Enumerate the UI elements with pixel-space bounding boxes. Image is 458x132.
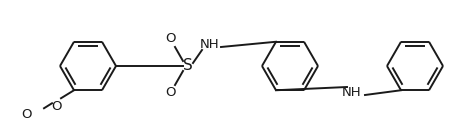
Text: O: O xyxy=(52,100,62,113)
Text: O: O xyxy=(166,86,176,100)
Text: NH: NH xyxy=(342,86,362,98)
Text: O: O xyxy=(166,32,176,46)
Text: O: O xyxy=(22,108,32,121)
Text: NH: NH xyxy=(200,37,220,51)
Text: S: S xyxy=(183,58,193,74)
